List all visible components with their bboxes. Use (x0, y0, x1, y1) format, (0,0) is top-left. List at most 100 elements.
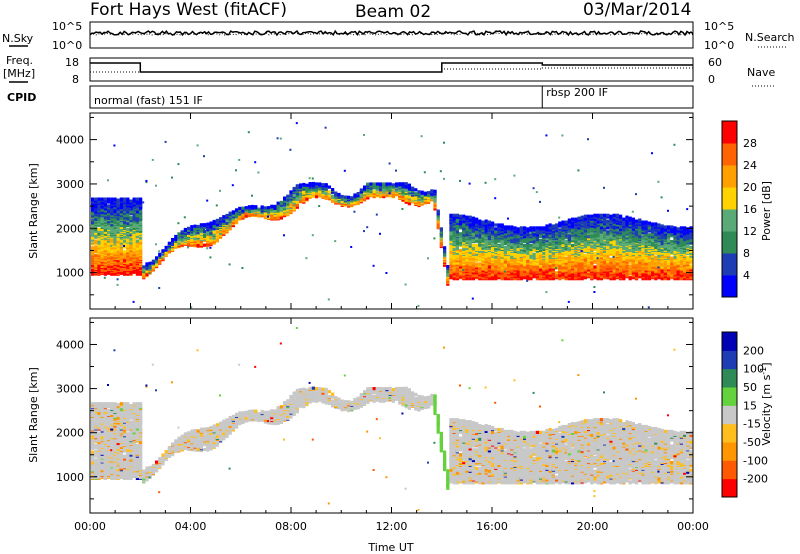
power-cell (145, 273, 149, 277)
power-cell (513, 254, 517, 258)
power-cell (452, 229, 456, 233)
power-cell (305, 183, 309, 187)
power-cell (615, 242, 619, 246)
power-cell (510, 251, 514, 255)
power-cell (542, 268, 546, 272)
power-cell (503, 265, 507, 269)
power-cell (500, 223, 504, 227)
power-cell (465, 233, 469, 237)
power-cell (334, 191, 338, 195)
power-cell (619, 231, 623, 235)
power-cell (347, 201, 351, 205)
power-cell (462, 256, 466, 260)
power-cell (571, 273, 575, 277)
power-cell (254, 161, 257, 164)
power-cell (529, 260, 533, 264)
power-cell (593, 265, 597, 269)
power-cell (561, 255, 565, 259)
power-cell (97, 266, 101, 270)
power-cell (507, 264, 511, 268)
power-cell (545, 274, 549, 278)
power-cell (459, 265, 463, 269)
power-cell (193, 234, 197, 238)
power-cell (100, 216, 104, 220)
power-cell (449, 231, 453, 235)
power-cell (526, 242, 530, 247)
power-cell (295, 205, 299, 209)
power-cell (551, 267, 555, 271)
power-cell (158, 255, 162, 259)
power-cell (129, 256, 133, 260)
power-cell (548, 223, 552, 227)
power-cell (311, 185, 315, 189)
power-cell (555, 265, 559, 269)
power-cell (372, 190, 376, 194)
power-cell (603, 245, 607, 250)
power-cell (103, 272, 107, 276)
power-cell (241, 212, 245, 216)
power-cell (372, 185, 376, 189)
power-cell (612, 251, 616, 255)
power-cell (215, 222, 219, 226)
power-cell (103, 232, 107, 236)
power-cell (318, 205, 321, 207)
power-cell (577, 216, 581, 220)
power-cell (523, 226, 527, 230)
power-cell (187, 242, 191, 246)
power-cell (462, 216, 466, 220)
power-cell (526, 268, 530, 272)
power-cell (500, 274, 504, 278)
power-cell (455, 232, 459, 236)
power-cell (337, 192, 341, 197)
power-cell (468, 268, 472, 272)
power-cell (535, 262, 539, 266)
power-cell (606, 219, 610, 223)
power-cell (503, 255, 507, 259)
power-cell (622, 228, 626, 232)
power-cell (263, 212, 267, 216)
power-cell (151, 259, 155, 263)
power-cell (289, 192, 293, 196)
power-cell (615, 228, 619, 232)
power-cell (219, 222, 223, 226)
power-cell (603, 241, 607, 245)
power-cell (283, 196, 287, 200)
power-cell (539, 226, 543, 230)
power-cell (622, 252, 626, 256)
power-cell (94, 212, 98, 216)
power-cell (155, 263, 159, 267)
power-cell (340, 194, 344, 199)
power-cell (420, 190, 424, 194)
power-cell (561, 134, 564, 137)
power-cell (135, 204, 139, 208)
power-cell (500, 253, 504, 257)
power-cell (516, 235, 520, 239)
power-cell (593, 213, 597, 217)
power-cell (417, 190, 421, 194)
power-cell (503, 270, 506, 273)
power-cell (135, 210, 139, 214)
power-cell (596, 213, 600, 217)
power-cell (139, 249, 143, 253)
power-cell (487, 277, 491, 281)
power-cell (590, 263, 594, 267)
power-cell (363, 185, 367, 189)
power-cell (292, 199, 296, 203)
power-cell (532, 239, 536, 243)
power-cell (535, 267, 539, 271)
power-cell (446, 269, 450, 274)
power-cell (206, 247, 209, 250)
power-cell (103, 236, 107, 240)
power-cell (507, 250, 511, 254)
power-cell (139, 240, 143, 244)
power-cell (97, 197, 101, 201)
power-cell (286, 208, 290, 212)
power-cell (462, 214, 466, 218)
power-cell (235, 219, 239, 223)
power-cell (289, 194, 293, 198)
power-cell (135, 270, 139, 274)
power-cell (126, 220, 130, 225)
power-cell (558, 266, 562, 270)
power-cell (100, 220, 104, 224)
power-cell (459, 220, 463, 224)
